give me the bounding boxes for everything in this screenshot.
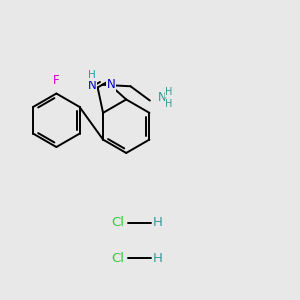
- Text: H: H: [165, 87, 172, 97]
- Text: Cl: Cl: [112, 252, 125, 265]
- Text: N: N: [158, 91, 167, 104]
- Text: N: N: [107, 78, 116, 91]
- Text: H: H: [88, 70, 96, 80]
- Text: F: F: [53, 74, 60, 87]
- Text: H: H: [153, 252, 163, 265]
- Text: H: H: [153, 216, 163, 229]
- Text: H: H: [165, 99, 172, 109]
- Text: Cl: Cl: [112, 216, 125, 229]
- Text: N: N: [88, 79, 97, 92]
